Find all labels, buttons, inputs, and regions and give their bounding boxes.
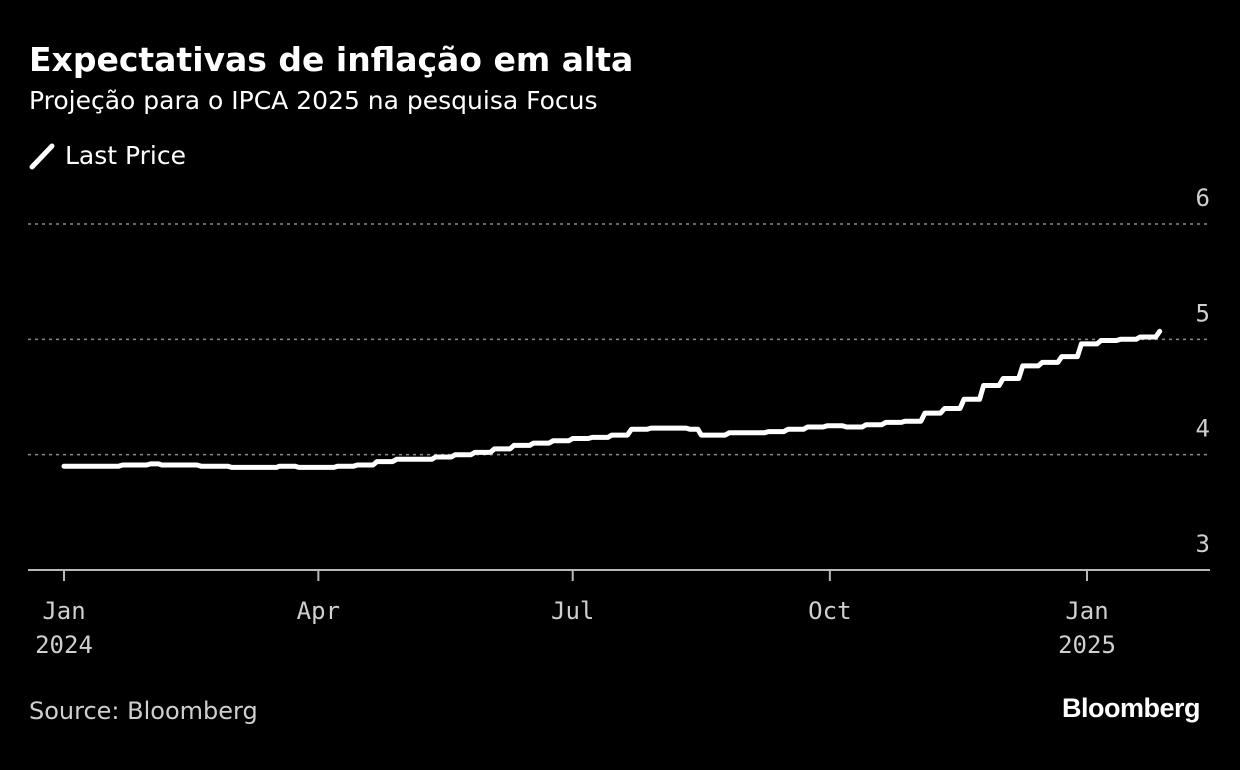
x-tick-label: Oct	[808, 597, 851, 625]
y-tick-label-5: 5	[1196, 299, 1210, 327]
x-tick-label: Jan	[42, 597, 85, 625]
gridlines	[28, 223, 1210, 456]
chart-subtitle: Projeção para o IPCA 2025 na pesquisa Fo…	[29, 86, 598, 115]
legend-label: Last Price	[65, 141, 187, 170]
y-tick-label-3: 3	[1196, 530, 1210, 558]
y-tick-label-6: 6	[1196, 184, 1210, 212]
y-axis-ticks: 3 4 5 6	[1196, 184, 1210, 558]
x-axis-ticks: Jan 2024 Apr Jul Oct Jan 2025	[35, 570, 1116, 659]
legend: Last Price	[29, 141, 186, 170]
x-tick-year-label: 2025	[1058, 631, 1116, 659]
bloomberg-logo: Bloomberg	[1061, 693, 1201, 723]
x-tick-label: Jul	[551, 597, 594, 625]
x-tick-label: Apr	[297, 597, 340, 625]
y-tick-label-4: 4	[1196, 415, 1210, 443]
line-chart: 3 4 5 6 Jan 2024 Apr Jul Oct Jan 2025	[28, 184, 1210, 659]
chart-title: Expectativas de inflação em alta	[29, 40, 634, 79]
x-tick-label: Jan	[1065, 597, 1108, 625]
source-note: Source: Bloomberg	[29, 697, 258, 725]
x-tick-year-label: 2024	[35, 631, 93, 659]
legend-line-icon	[29, 143, 55, 169]
series-line-last-price	[61, 328, 1163, 470]
